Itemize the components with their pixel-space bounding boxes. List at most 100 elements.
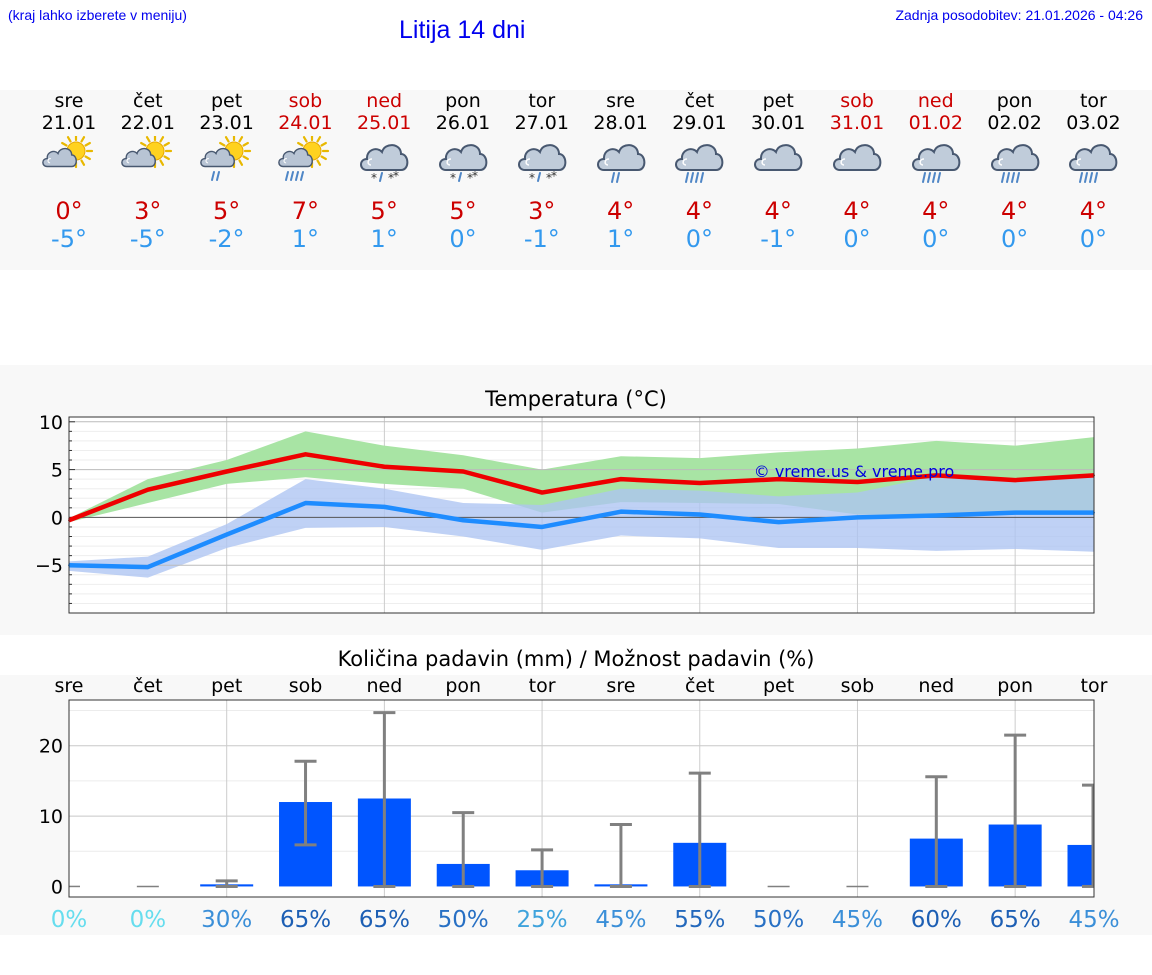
- temp-max: 4°: [685, 197, 714, 225]
- day-name: čet: [684, 90, 715, 112]
- precip-day-label: pet: [763, 675, 794, 697]
- temp-max: 3°: [528, 197, 556, 225]
- day-date: 27.01: [514, 112, 569, 134]
- precipitation-chart-title: Količina padavin (mm) / Možnost padavin …: [337, 647, 815, 671]
- temp-min: 1°: [291, 225, 320, 253]
- temp-max: 4°: [922, 197, 950, 225]
- day-name: ned: [917, 90, 954, 112]
- max-temp-line-point: [856, 481, 859, 484]
- min-temp-line-point: [935, 514, 938, 517]
- svg-text:*: *: [388, 171, 394, 185]
- forecast-background: [0, 90, 1152, 270]
- precip-probability: 30%: [201, 907, 252, 933]
- min-temp-range-band: [69, 475, 1094, 578]
- temp-max: 5°: [370, 197, 398, 225]
- temp-max: 7°: [291, 197, 320, 225]
- max-temp-line-point: [146, 488, 149, 491]
- location-hint-link[interactable]: (kraj lahko izberete v meniju): [8, 7, 187, 23]
- day-date: 25.01: [356, 112, 412, 134]
- max-temp-line-point: [935, 474, 938, 477]
- day-date: 21.01: [41, 112, 97, 134]
- day-name: pet: [762, 90, 794, 112]
- watermark: © vreme.us & vreme.pro: [754, 462, 955, 481]
- cloud-sleet-icon: * * *: [357, 136, 411, 186]
- temp-min: 0°: [1079, 225, 1108, 253]
- temp-min: 1°: [606, 225, 635, 253]
- max-temp-line: [68, 452, 1095, 523]
- svg-text:*: *: [546, 171, 552, 185]
- precip-probability: 65%: [359, 907, 410, 933]
- day-name: pet: [210, 90, 243, 112]
- sun-cloud-rain-icon: [278, 133, 332, 186]
- temp-max: 4°: [1000, 197, 1029, 225]
- precip-day-label: sob: [289, 675, 323, 697]
- precip-day-label: pon: [445, 675, 481, 697]
- day-date: 28.01: [593, 112, 648, 134]
- precip-day-label: ned: [918, 675, 954, 697]
- precip-probability: 55%: [674, 907, 725, 933]
- precip-day-label: čet: [685, 675, 715, 697]
- y-tick-label: 10: [39, 806, 63, 828]
- cloud-rain-icon: [672, 136, 726, 186]
- day-date: 22.01: [120, 112, 175, 134]
- temp-max: 5°: [212, 197, 241, 225]
- svg-text:*: *: [529, 171, 535, 185]
- temp-min: -1°: [523, 225, 560, 253]
- precip-probability: 50%: [753, 907, 804, 933]
- page-title: Litija 14 dni: [399, 16, 526, 44]
- svg-text:*: *: [472, 169, 478, 183]
- temperature-chart-title: Temperatura (°C): [485, 387, 667, 411]
- y-tick-label: 10: [39, 412, 63, 434]
- temp-min: -5°: [129, 225, 166, 253]
- max-temp-line-point: [541, 491, 544, 494]
- day-date: 23.01: [199, 112, 254, 134]
- svg-text:*: *: [450, 171, 456, 185]
- min-temp-line-point: [146, 566, 149, 569]
- day-name: sre: [606, 90, 636, 112]
- min-temp-line-point: [1014, 511, 1017, 514]
- min-temp-line-point: [541, 525, 544, 528]
- y-tick-label: −5: [35, 555, 63, 577]
- precip-day-label: čet: [133, 675, 163, 697]
- sun-cloud-light-rain-icon: [199, 133, 254, 186]
- y-tick-label: 0: [51, 507, 63, 529]
- min-temp-line-point: [383, 505, 386, 508]
- min-temp-line-point: [619, 510, 622, 513]
- svg-text:*: *: [467, 171, 473, 185]
- temp-min: 0°: [843, 225, 871, 253]
- precip-day-label: tor: [1081, 675, 1108, 697]
- cloud-icon: [830, 136, 884, 186]
- plot-border: [68, 416, 1095, 614]
- cloud-light-rain-icon: [594, 136, 648, 186]
- cloud-rain-icon: [988, 136, 1042, 186]
- precip-probability: 45%: [1068, 907, 1119, 933]
- temp-min: -5°: [51, 225, 87, 253]
- day-date: 24.01: [278, 112, 333, 134]
- cloud-rain-icon: [909, 136, 963, 186]
- day-date: 02.02: [987, 112, 1042, 134]
- partly-cloudy-sun-icon: [120, 133, 175, 186]
- day-name: tor: [1079, 90, 1107, 112]
- daily-forecast: sre 21.01 0° -5° čet 22.01 3° -5° pet 23.01 5° -2° s…: [0, 88, 1152, 270]
- min-temp-line: [68, 500, 1094, 570]
- day-name: sob: [288, 90, 323, 112]
- min-temp-line-point: [462, 519, 465, 522]
- precip-probability: 0%: [51, 907, 88, 933]
- cloud-rain-icon: [1066, 136, 1120, 186]
- precip-day-label: sre: [55, 675, 84, 697]
- day-date: 31.01: [829, 112, 885, 134]
- min-temp-line-point: [304, 502, 307, 505]
- temp-min: 1°: [370, 225, 398, 253]
- day-name: sob: [840, 90, 874, 112]
- temp-min: -2°: [208, 225, 245, 253]
- temp-min: 0°: [922, 225, 950, 253]
- min-temp-line-point: [856, 516, 859, 519]
- svg-text:*: *: [551, 169, 557, 183]
- temp-max: 4°: [1079, 197, 1108, 225]
- day-name: sre: [54, 90, 84, 112]
- max-temp-line-point: [698, 481, 701, 484]
- temp-max: 4°: [606, 197, 635, 225]
- cloud-sleet-icon: * * *: [436, 136, 490, 186]
- precip-probability: 45%: [832, 907, 883, 933]
- temp-max: 0°: [55, 197, 83, 225]
